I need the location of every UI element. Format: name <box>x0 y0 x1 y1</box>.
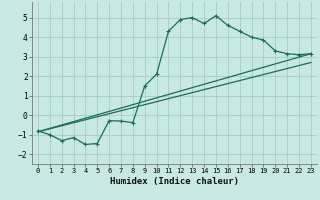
X-axis label: Humidex (Indice chaleur): Humidex (Indice chaleur) <box>110 177 239 186</box>
